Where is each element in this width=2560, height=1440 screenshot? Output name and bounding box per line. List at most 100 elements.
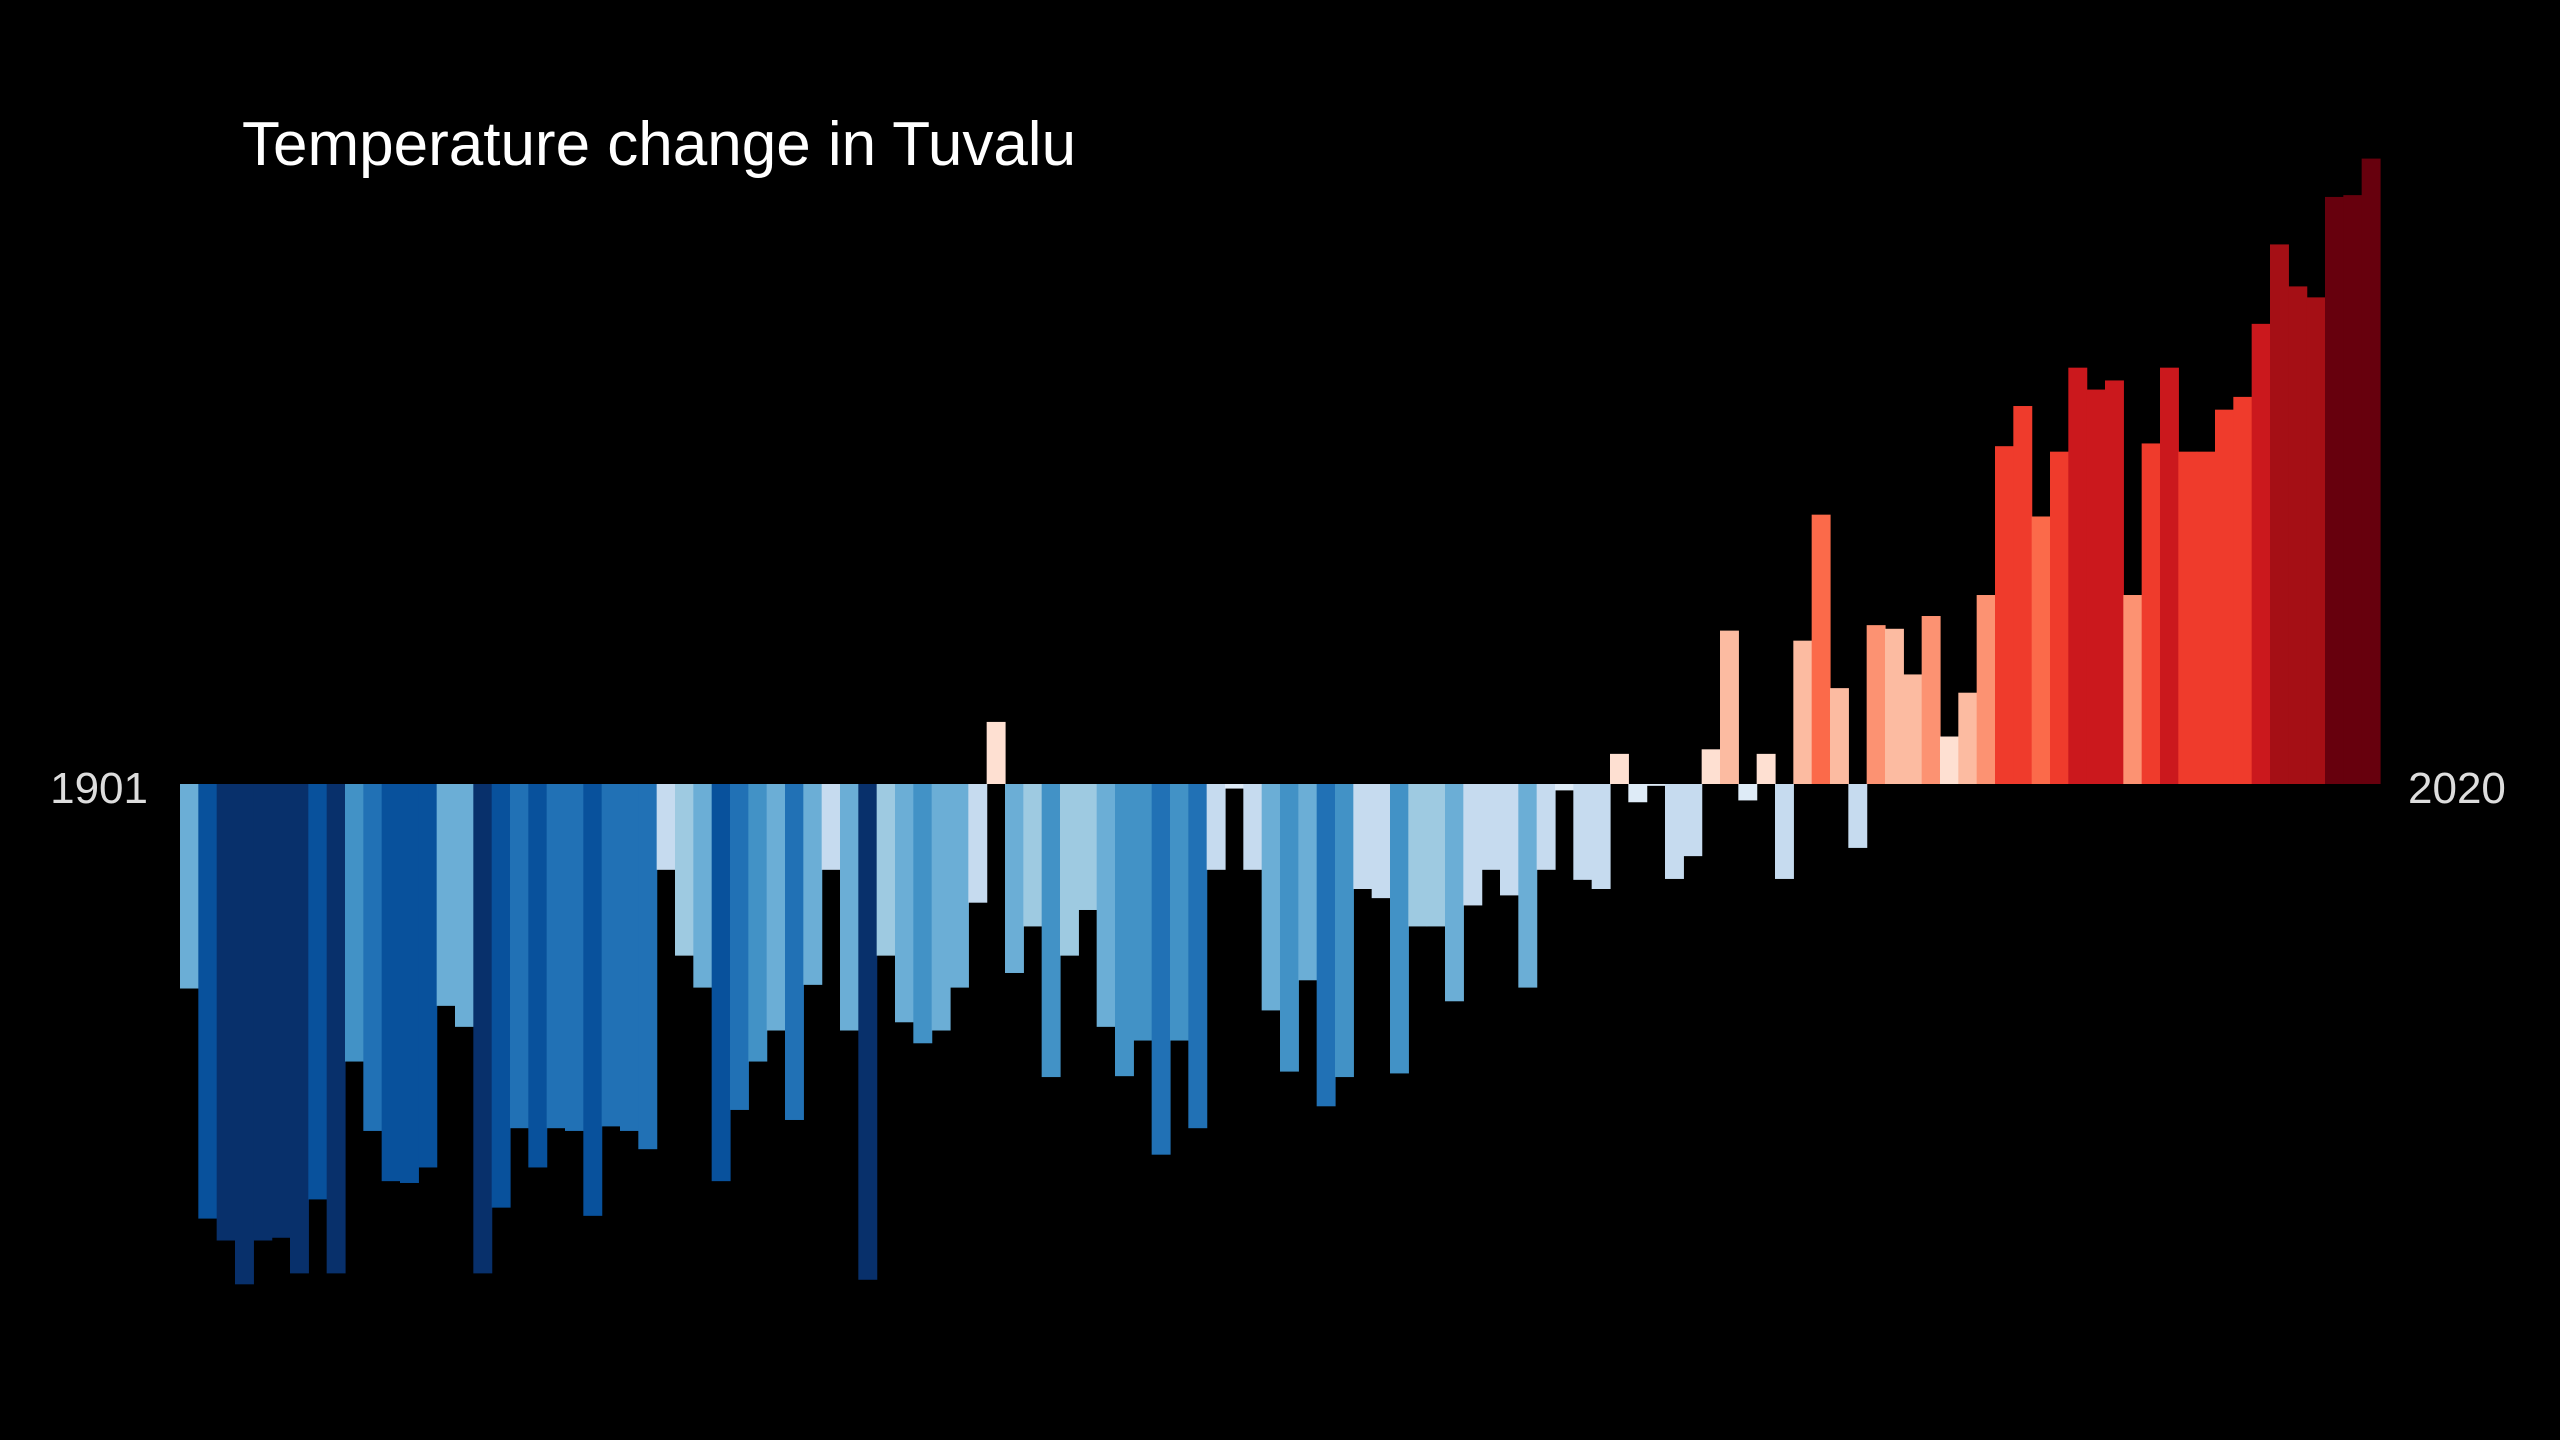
bar-36 bbox=[821, 784, 841, 870]
bar-7 bbox=[290, 784, 309, 1274]
bar-58 bbox=[1225, 784, 1244, 789]
bar-38 bbox=[858, 784, 878, 1280]
bar-45 bbox=[986, 721, 1006, 784]
bar-16 bbox=[455, 784, 474, 1027]
bar-85 bbox=[1720, 630, 1739, 784]
bar-33 bbox=[766, 784, 786, 1031]
bar-81 bbox=[1646, 784, 1666, 786]
bar-49 bbox=[1060, 784, 1079, 956]
bar-97 bbox=[1940, 736, 1959, 784]
bar-6 bbox=[271, 784, 291, 1238]
bar-84 bbox=[1701, 749, 1721, 784]
bar-59 bbox=[1243, 784, 1263, 870]
bar-46 bbox=[1005, 784, 1024, 973]
bar-90 bbox=[1811, 514, 1831, 784]
bar-98 bbox=[1958, 692, 1978, 784]
bar-31 bbox=[730, 784, 749, 1110]
bar-103 bbox=[2050, 451, 2069, 784]
bar-117 bbox=[2306, 297, 2326, 784]
bar-50 bbox=[1078, 784, 1098, 910]
bar-100 bbox=[1995, 446, 2014, 784]
bar-111 bbox=[2196, 451, 2216, 784]
bar-44 bbox=[968, 784, 988, 903]
bar-14 bbox=[418, 784, 438, 1168]
bar-110 bbox=[2178, 451, 2198, 784]
bar-18 bbox=[491, 784, 511, 1208]
bar-77 bbox=[1573, 784, 1593, 880]
bar-75 bbox=[1536, 784, 1556, 870]
bar-40 bbox=[895, 784, 914, 1023]
bar-94 bbox=[1885, 628, 1904, 784]
bar-47 bbox=[1023, 784, 1043, 927]
bar-101 bbox=[2013, 406, 2033, 784]
bar-9 bbox=[326, 784, 346, 1274]
bar-53 bbox=[1133, 784, 1153, 1041]
end-year-label: 2020 bbox=[2408, 764, 2506, 813]
bar-35 bbox=[803, 784, 823, 985]
bar-61 bbox=[1280, 784, 1299, 1072]
bar-99 bbox=[1976, 595, 1996, 784]
bar-63 bbox=[1316, 784, 1336, 1107]
bar-91 bbox=[1830, 688, 1849, 784]
bar-23 bbox=[583, 784, 603, 1216]
bar-21 bbox=[546, 784, 566, 1129]
bar-74 bbox=[1518, 784, 1538, 988]
bar-42 bbox=[931, 784, 951, 1031]
bar-27 bbox=[656, 784, 676, 870]
bar-114 bbox=[2251, 323, 2271, 784]
bar-52 bbox=[1115, 784, 1134, 1077]
bar-56 bbox=[1188, 784, 1208, 1129]
bar-89 bbox=[1793, 640, 1813, 784]
bar-2 bbox=[198, 784, 218, 1219]
bar-25 bbox=[620, 784, 639, 1131]
bar-43 bbox=[950, 784, 969, 988]
bar-22 bbox=[565, 784, 584, 1131]
bar-87 bbox=[1756, 753, 1776, 784]
bar-15 bbox=[436, 784, 456, 1006]
bar-32 bbox=[748, 784, 768, 1062]
bar-80 bbox=[1628, 784, 1648, 803]
bar-19 bbox=[510, 784, 529, 1129]
bar-60 bbox=[1261, 784, 1281, 1011]
bar-17 bbox=[473, 784, 493, 1274]
bar-113 bbox=[2233, 396, 2253, 784]
bar-66 bbox=[1371, 784, 1391, 899]
bar-73 bbox=[1500, 784, 1519, 896]
bar-115 bbox=[2270, 244, 2289, 785]
bar-105 bbox=[2086, 389, 2106, 784]
bar-72 bbox=[1481, 784, 1501, 870]
bar-5 bbox=[253, 784, 273, 1241]
bar-82 bbox=[1665, 784, 1684, 879]
bar-48 bbox=[1041, 784, 1061, 1078]
bar-119 bbox=[2343, 195, 2363, 784]
bar-96 bbox=[1921, 616, 1941, 784]
bar-57 bbox=[1206, 784, 1226, 870]
chart-title: Temperature change in Tuvalu bbox=[242, 110, 1076, 179]
bar-69 bbox=[1426, 784, 1446, 927]
bar-13 bbox=[400, 784, 419, 1183]
bars-group bbox=[180, 158, 2381, 1285]
bar-108 bbox=[2141, 443, 2161, 784]
bar-70 bbox=[1445, 784, 1464, 1002]
bar-109 bbox=[2160, 367, 2179, 784]
bar-41 bbox=[913, 784, 933, 1044]
bar-54 bbox=[1151, 784, 1171, 1155]
bar-8 bbox=[308, 784, 328, 1200]
start-year-label: 1901 bbox=[50, 764, 148, 813]
bar-29 bbox=[693, 784, 713, 988]
bar-65 bbox=[1353, 784, 1373, 889]
bar-93 bbox=[1866, 625, 1886, 784]
bar-79 bbox=[1610, 753, 1629, 784]
bar-20 bbox=[528, 784, 548, 1168]
bar-37 bbox=[840, 784, 859, 1031]
bar-86 bbox=[1738, 784, 1758, 801]
bar-3 bbox=[216, 784, 236, 1241]
bar-51 bbox=[1096, 784, 1116, 1027]
bar-95 bbox=[1903, 674, 1923, 784]
bar-102 bbox=[2031, 516, 2051, 784]
bar-112 bbox=[2215, 409, 2234, 784]
bar-116 bbox=[2288, 286, 2308, 784]
bar-106 bbox=[2105, 380, 2124, 784]
bar-28 bbox=[675, 784, 694, 956]
